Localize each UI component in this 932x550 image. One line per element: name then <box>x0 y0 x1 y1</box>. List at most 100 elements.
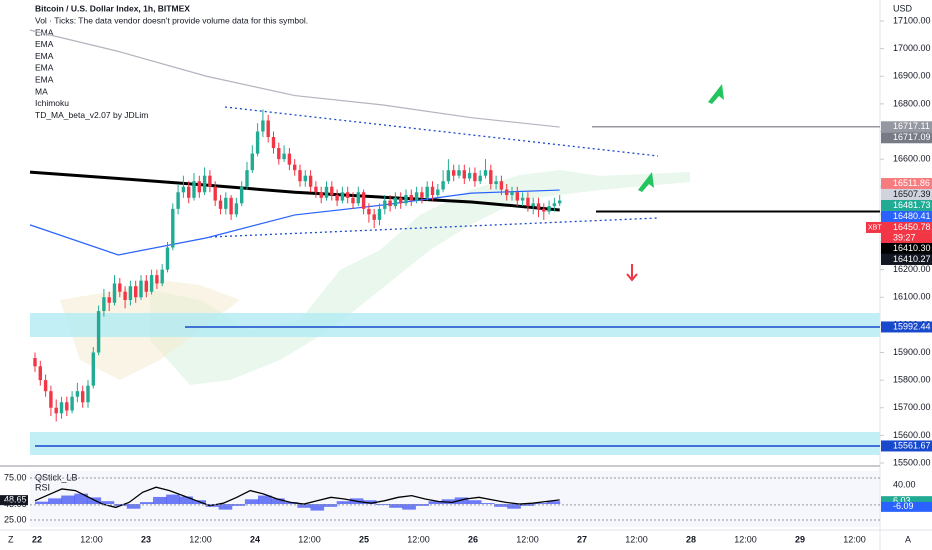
right-tick-bg <box>881 501 932 512</box>
candle-body <box>271 137 276 149</box>
qstick-bar <box>153 496 167 504</box>
candle-body <box>81 391 85 403</box>
candle-body <box>134 286 138 298</box>
price-label-bg <box>881 440 932 452</box>
price-label-bg <box>881 242 932 254</box>
candle-body <box>197 181 201 193</box>
rsi-value-bg <box>0 495 28 506</box>
y-tick-label: 16600.00 <box>893 154 931 164</box>
candle-body <box>303 175 307 182</box>
candle-body <box>65 402 69 411</box>
candle-body <box>181 186 186 193</box>
candle-body <box>441 181 445 190</box>
candle-body <box>552 203 557 207</box>
time-label: 23 <box>141 534 151 544</box>
candle-body <box>499 181 504 190</box>
y-tick-label: 15600.00 <box>893 430 931 440</box>
right-tick-bg <box>881 496 932 507</box>
candle-body <box>298 170 302 182</box>
footer-left: Z <box>8 534 14 544</box>
candle-body <box>102 297 106 312</box>
candle-body <box>86 385 90 403</box>
moving-average <box>29 29 560 128</box>
candle-body <box>457 170 461 176</box>
qstick-bar <box>310 504 325 511</box>
candle-body <box>187 186 191 198</box>
candle-body <box>208 175 212 187</box>
arrow-down <box>626 264 638 282</box>
right-tick-label: 40.00 <box>893 480 916 490</box>
candle-body <box>277 148 281 160</box>
price-label: 15992.44 <box>893 321 931 331</box>
candle-body <box>319 192 323 198</box>
title: Bitcoin / U.S. Dollar Index, 1h, BITMEX <box>35 3 190 13</box>
candle-body <box>542 208 546 212</box>
candle-body <box>399 197 403 204</box>
candle-body <box>547 206 551 212</box>
currency: USD <box>893 3 913 13</box>
candle-body <box>43 380 48 392</box>
time-label: 12:00 <box>843 534 866 544</box>
candle-body <box>473 172 477 182</box>
qstick-bar <box>336 501 351 504</box>
time-label: 12:00 <box>625 534 648 544</box>
time-label: 25 <box>359 534 369 544</box>
zone <box>30 432 880 455</box>
time-label: 12:00 <box>516 534 539 544</box>
footer-right: A <box>905 534 911 544</box>
candle-body <box>123 291 127 301</box>
candle-body <box>494 181 498 184</box>
candle-body <box>420 192 424 198</box>
candle-body <box>59 402 64 414</box>
candle-body <box>393 197 398 207</box>
candle-body <box>91 352 95 386</box>
arrow-up <box>638 172 654 192</box>
candle-body <box>478 175 482 182</box>
candle-body <box>489 170 493 184</box>
time-label: 12:00 <box>407 534 430 544</box>
price-label: 16511.86 <box>893 178 930 188</box>
y-tick-label: 16800.00 <box>893 98 931 108</box>
candle-body <box>33 358 37 367</box>
candle-body <box>176 192 180 209</box>
candle-body <box>171 208 175 248</box>
qstick-bar <box>533 503 548 504</box>
pane-label: RSI <box>35 482 50 492</box>
candle-body <box>505 189 509 196</box>
candle-body <box>70 396 74 411</box>
candle-body <box>356 192 360 204</box>
candle-body <box>409 195 413 201</box>
candle-body <box>224 197 228 209</box>
y-tick-label: 15700.00 <box>893 402 931 412</box>
candle-body <box>213 186 217 201</box>
candle-body <box>96 311 101 353</box>
candle-body <box>202 175 207 193</box>
qstick-bar <box>35 501 49 504</box>
indicator-name: MA <box>35 86 48 96</box>
right-tick-bg <box>881 480 932 491</box>
candle-body <box>160 269 164 284</box>
candle-body <box>520 197 525 201</box>
indicator-name: TD_MA_beta_v2.07 by JDLim <box>35 110 148 120</box>
countdown: 39:27 <box>893 232 916 242</box>
qstick-bar <box>126 504 141 509</box>
symbol-tag-bg <box>866 221 881 233</box>
candle-body <box>250 153 254 171</box>
qstick-bar <box>218 504 233 510</box>
candle-body <box>75 391 80 397</box>
candle-body <box>266 120 270 138</box>
price-label-bg <box>881 132 932 144</box>
candle-body <box>531 203 535 207</box>
candle-body <box>155 275 159 284</box>
qstick-bar <box>467 500 482 504</box>
time-label: 12:00 <box>734 534 757 544</box>
candle-body <box>377 208 382 220</box>
qstick-bar <box>74 493 88 504</box>
price-label-bg <box>881 121 932 133</box>
right-tick-label: -6.09 <box>893 501 914 511</box>
time-label: 12:00 <box>80 534 103 544</box>
price-label-bg <box>881 253 932 265</box>
price-label: 15561.67 <box>893 440 931 450</box>
candle-body <box>139 280 143 298</box>
